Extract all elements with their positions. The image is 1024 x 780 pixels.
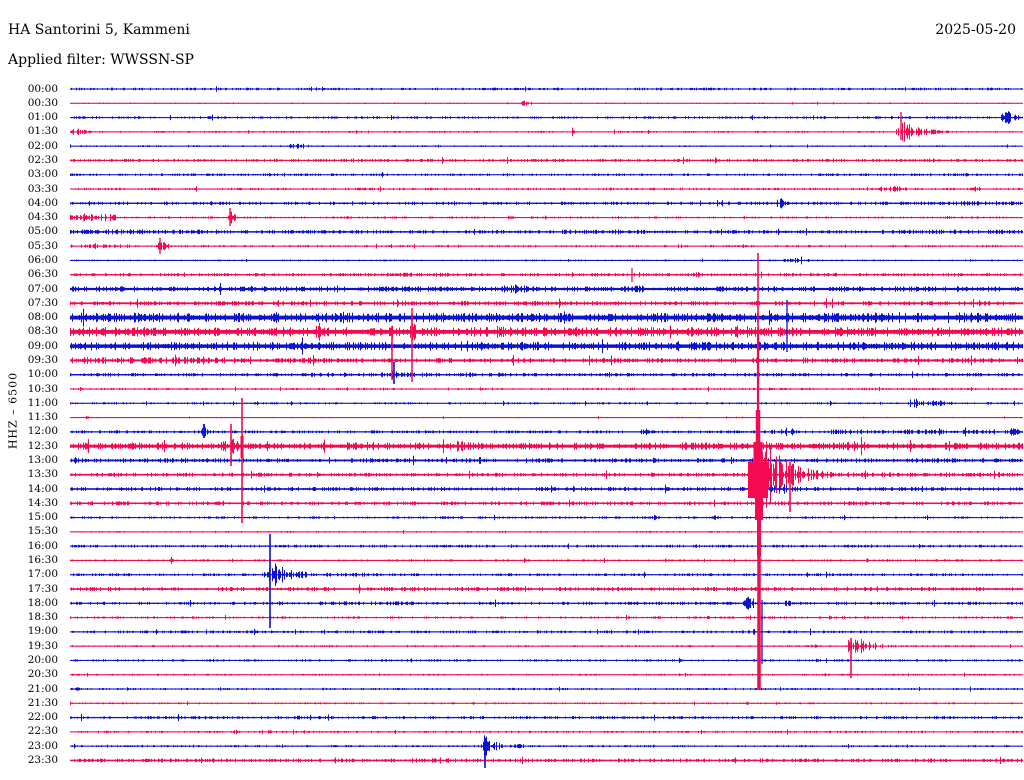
time-label: 23:00 [27,739,58,752]
time-label: 15:00 [27,511,58,524]
time-label: 08:30 [27,325,58,338]
time-label: 16:30 [27,553,58,566]
time-label: 20:30 [27,668,58,681]
time-label: 01:00 [27,111,58,124]
time-label: 00:00 [27,82,58,95]
time-label: 11:30 [27,411,58,424]
time-label: 04:00 [27,196,58,209]
time-label: 21:30 [27,696,58,709]
time-label: 18:00 [27,596,58,609]
time-label: 07:00 [27,282,58,295]
time-label: 05:00 [27,225,58,238]
time-label: 16:00 [27,539,58,552]
time-label: 12:30 [27,439,58,452]
time-label: 10:30 [27,382,58,395]
time-label: 19:30 [27,639,58,652]
time-label: 13:30 [27,468,58,481]
time-label: 10:00 [27,368,58,381]
time-label: 14:00 [27,482,58,495]
time-label: 19:00 [27,625,58,638]
time-label: 15:30 [27,525,58,538]
time-label: 04:30 [27,211,58,224]
time-label: 07:30 [27,296,58,309]
time-label: 14:30 [27,496,58,509]
time-label: 23:30 [27,753,58,766]
time-label: 03:00 [27,168,58,181]
station-title: HA Santorini 5, Kammeni [8,22,190,38]
time-label: 17:30 [27,582,58,595]
time-label: 06:30 [27,268,58,281]
time-label: 02:30 [27,153,58,166]
time-label: 08:00 [27,311,58,324]
time-label: 05:30 [27,239,58,252]
time-label: 02:00 [27,139,58,152]
time-label: 01:30 [27,125,58,138]
filter-label: Applied filter: WWSSN-SP [8,52,194,68]
time-label: 11:00 [27,396,58,409]
time-label: 22:30 [27,725,58,738]
time-label: 22:00 [27,711,58,724]
time-label: 20:00 [27,653,58,666]
time-label: 06:00 [27,253,58,266]
time-label: 00:30 [27,96,58,109]
time-label: 17:00 [27,568,58,581]
time-label: 09:30 [27,353,58,366]
time-label: 09:00 [27,339,58,352]
time-label: 18:30 [27,611,58,624]
time-label: 12:00 [27,425,58,438]
plot-date: 2025-05-20 [935,22,1016,38]
time-label: 13:00 [27,453,58,466]
time-label: 21:00 [27,682,58,695]
time-labels-column: 00:00 00:30 01:00 01:30 02:00 02:30 03:00 03:30… [0,0,62,780]
time-label: 03:30 [27,182,58,195]
